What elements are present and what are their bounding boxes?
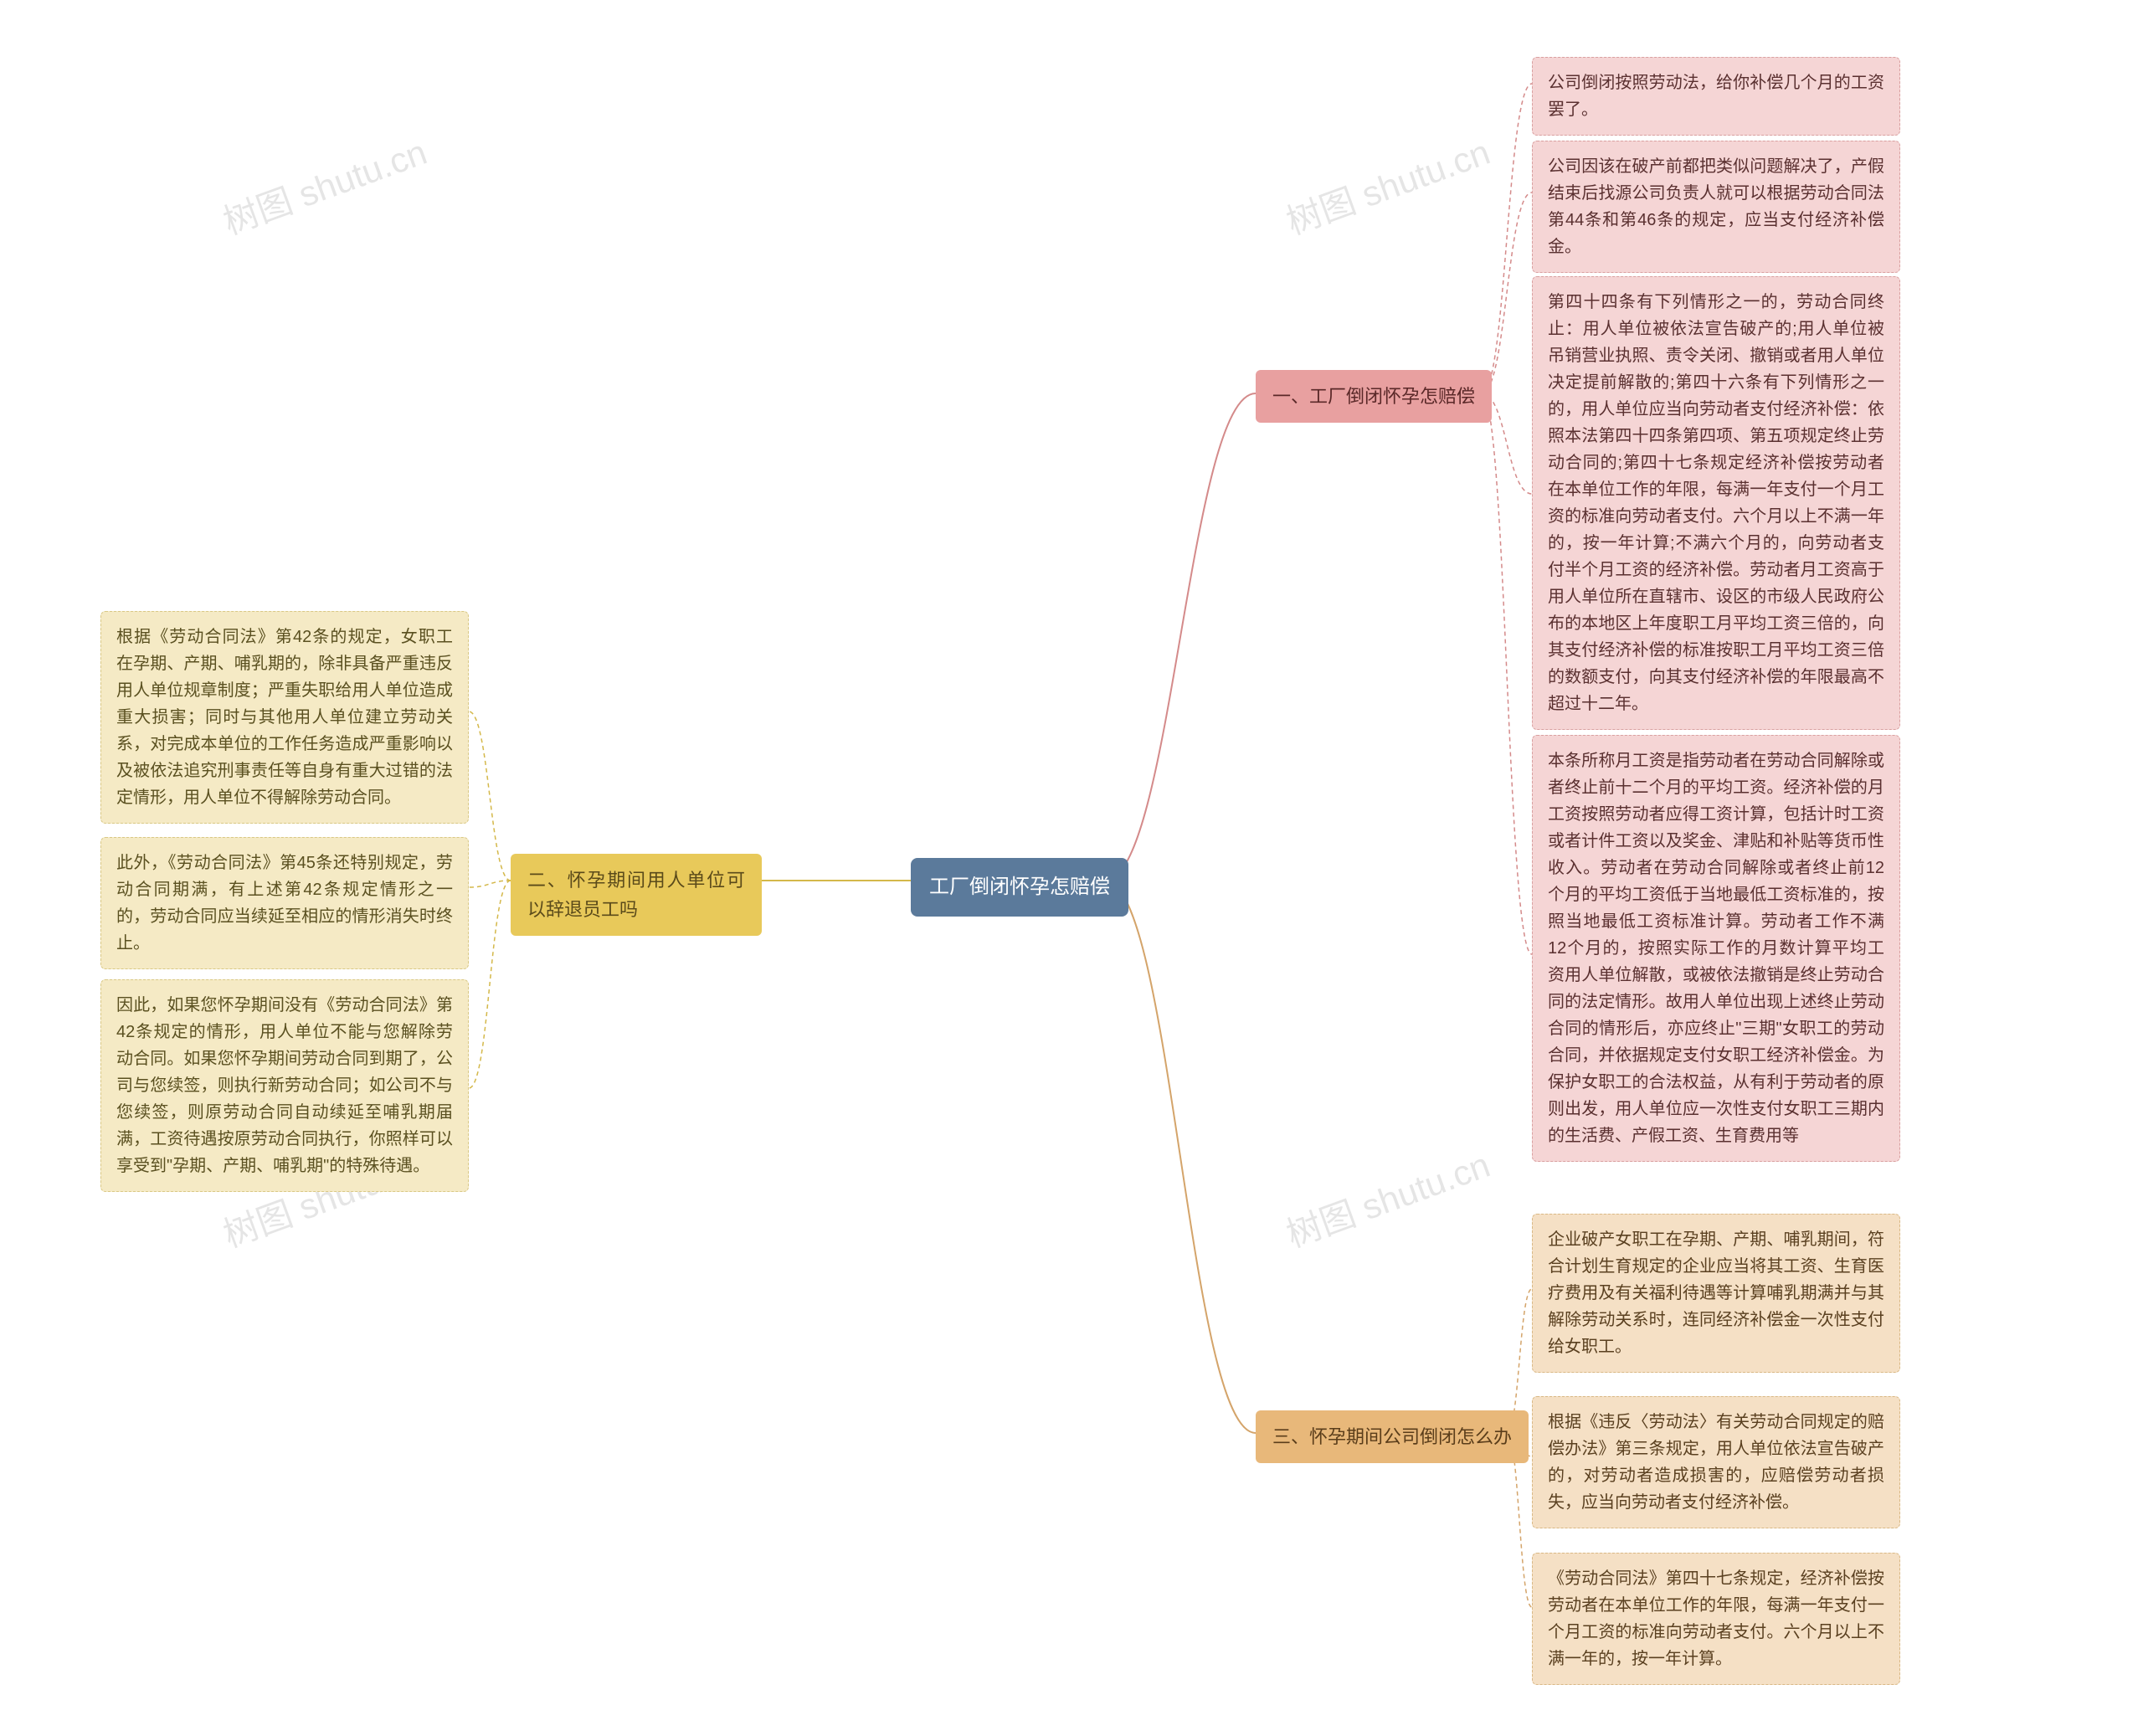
leaf-3-1[interactable]: 企业破产女职工在孕期、产期、哺乳期间，符合计划生育规定的企业应当将其工资、生育医… — [1532, 1214, 1900, 1373]
leaf-1-4[interactable]: 本条所称月工资是指劳动者在劳动合同解除或者终止前十二个月的平均工资。经济补偿的月… — [1532, 735, 1900, 1162]
leaf-3-3[interactable]: 《劳动合同法》第四十七条规定，经济补偿按劳动者在本单位工作的年限，每满一年支付一… — [1532, 1553, 1900, 1685]
watermark: 树图 shutu.cn — [215, 124, 433, 244]
leaf-3-2[interactable]: 根据《违反〈劳动法〉有关劳动合同规定的赔偿办法》第三条规定，用人单位依法宣告破产… — [1532, 1396, 1900, 1528]
leaf-1-3[interactable]: 第四十四条有下列情形之一的，劳动合同终止：用人单位被依法宣告破产的;用人单位被吊… — [1532, 276, 1900, 730]
leaf-2-2[interactable]: 此外，《劳动合同法》第45条还特别规定，劳动合同期满，有上述第42条规定情形之一… — [100, 837, 469, 969]
leaf-1-1[interactable]: 公司倒闭按照劳动法，给你补偿几个月的工资罢了。 — [1532, 57, 1900, 136]
watermark: 树图 shutu.cn — [1278, 124, 1496, 244]
leaf-2-1[interactable]: 根据《劳动合同法》第42条的规定，女职工在孕期、产期、哺乳期的，除非具备严重违反… — [100, 611, 469, 824]
watermark: 树图 shutu.cn — [1278, 1137, 1496, 1257]
root-node[interactable]: 工厂倒闭怀孕怎赔偿 — [911, 858, 1128, 917]
leaf-2-3[interactable]: 因此，如果您怀孕期间没有《劳动合同法》第42条规定的情形，用人单位不能与您解除劳… — [100, 979, 469, 1192]
branch-1[interactable]: 一、工厂倒闭怀孕怎赔偿 — [1256, 370, 1492, 423]
branch-2[interactable]: 二、怀孕期间用人单位可以辞退员工吗 — [511, 854, 762, 936]
leaf-1-2[interactable]: 公司因该在破产前都把类似问题解决了，产假结束后找源公司负责人就可以根据劳动合同法… — [1532, 141, 1900, 273]
branch-3[interactable]: 三、怀孕期间公司倒闭怎么办 — [1256, 1410, 1529, 1463]
